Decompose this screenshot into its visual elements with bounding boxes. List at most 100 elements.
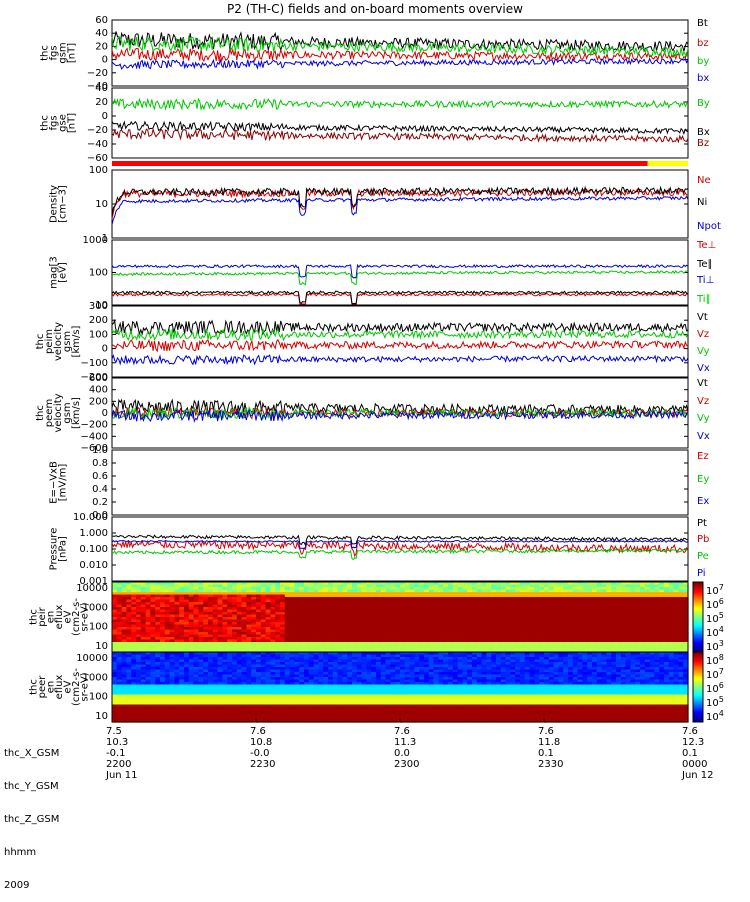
y-tick-label: −20 xyxy=(87,68,108,79)
y-axis-label: [km/s] xyxy=(71,325,82,357)
legend-label: Te⊥ xyxy=(696,240,716,251)
legend-label: Pi xyxy=(697,568,706,579)
panel-peem_velocity: 6004002000−200−400−600thcpeemvelocitygsm… xyxy=(35,373,710,454)
colorbar-tick-label: 105 xyxy=(706,611,724,625)
y-tick-label: −400 xyxy=(81,431,108,442)
legend-label: Ex xyxy=(697,496,709,507)
legend-label: Ne xyxy=(697,175,711,186)
y-axis-label: [cm−3] xyxy=(58,185,69,223)
y-tick-label: 100 xyxy=(89,165,108,176)
y-tick-label: 0.4 xyxy=(92,484,108,495)
legend-label: Vy xyxy=(697,413,710,424)
y-tick-label: 40 xyxy=(95,28,108,39)
series-line-2 xyxy=(112,549,688,559)
y-tick-label: 0.100 xyxy=(79,544,108,555)
y-tick-label: 0.010 xyxy=(79,560,108,571)
series-line-3 xyxy=(112,59,688,69)
legend-label: Bz xyxy=(697,138,709,149)
legend-label: Vx xyxy=(697,431,710,442)
series-line-1 xyxy=(112,340,688,351)
legend-label: bx xyxy=(697,73,709,84)
y-tick-label: 1.0 xyxy=(92,445,108,456)
legend-label: Vz xyxy=(697,396,709,407)
y-tick-label: 40 xyxy=(95,83,108,94)
y-tick-label: 100 xyxy=(89,268,108,279)
y-tick-label: 60 xyxy=(95,15,108,26)
y-axis-label: [nT] xyxy=(67,43,78,63)
panel-pressure: 10.0001.0000.1000.0100.001Pressure[nPa]P… xyxy=(49,512,710,587)
legend-label: Vt xyxy=(697,312,708,323)
series-line-3 xyxy=(112,355,688,364)
legend-label: Ti∥ xyxy=(696,294,711,305)
spectrogram-peir_eflux: 10000100010010thcpeirenefluxeV(cm2-s-sr-… xyxy=(29,582,724,653)
y-tick-label: 300 xyxy=(89,301,108,312)
y-axis-label: [nT] xyxy=(67,113,78,133)
legend-label: Ey xyxy=(697,474,709,485)
series-line-0 xyxy=(112,321,688,334)
legend-label: bz xyxy=(697,38,709,49)
y-tick-label: 0.6 xyxy=(92,471,108,482)
y-tick-label: 100 xyxy=(89,329,108,340)
series-line-2 xyxy=(112,197,688,225)
legend-label: Npot xyxy=(697,221,721,232)
y-tick-label: 20 xyxy=(95,41,108,52)
y-tick-label: 100 xyxy=(89,622,108,633)
y-tick-label: −40 xyxy=(87,139,108,150)
legend-label: by xyxy=(697,56,709,67)
colorbar-exponent: 3 xyxy=(719,639,724,648)
legend-label: Te∥ xyxy=(696,259,713,270)
y-tick-label: 0.2 xyxy=(92,497,108,508)
series-line-2 xyxy=(112,129,688,142)
y-tick-label: 0 xyxy=(102,55,108,66)
overview-plot: 6040200−20−40thcfgsgsm[nT]Btbzbybx40200−… xyxy=(0,0,750,800)
panel-frame xyxy=(112,450,688,515)
y-tick-label: 10.000 xyxy=(73,512,108,523)
y-tick-label: 10 xyxy=(95,199,108,210)
panel-peim_velocity: 3002001000−100−200thcpeimvelocitygsm[km/… xyxy=(35,301,710,383)
status-bar-main xyxy=(112,161,648,166)
y-tick-label: 20 xyxy=(95,97,108,108)
legend-label: Vt xyxy=(697,378,708,389)
legend-label: Bx xyxy=(697,127,710,138)
series-line-0 xyxy=(112,99,688,109)
y-tick-label: 1.000 xyxy=(79,528,108,539)
colorbar-exponent: 4 xyxy=(719,625,724,634)
y-tick-label: 600 xyxy=(89,373,108,384)
colorbar-tick-label: 106 xyxy=(706,597,724,611)
y-tick-label: 10 xyxy=(95,641,108,652)
colorbar-exponent: 5 xyxy=(719,611,724,620)
colorbar-tick-label: 107 xyxy=(706,583,724,597)
legend-label: Ti⊥ xyxy=(696,275,714,286)
y-tick-label: 0 xyxy=(102,111,108,122)
series-line-0 xyxy=(112,32,688,52)
legend-label: Ez xyxy=(697,451,709,462)
y-tick-label: 200 xyxy=(89,315,108,326)
legend-label: Bt xyxy=(697,18,708,29)
y-tick-label: 200 xyxy=(89,396,108,407)
y-tick-label: 0 xyxy=(102,408,108,419)
y-axis-label: [km/s] xyxy=(71,397,82,429)
legend-label: Pb xyxy=(697,534,709,545)
y-tick-label: 1000 xyxy=(83,235,108,246)
y-tick-label: −100 xyxy=(81,358,108,369)
legend-label: Vx xyxy=(697,363,710,374)
legend-label: Vz xyxy=(697,329,709,340)
series-line-1 xyxy=(112,541,688,556)
spectrogram-peer_eflux: 10000100010010thcpeerenefluxeV(cm2-s-sr-… xyxy=(29,652,724,723)
colorbar-tick-label: 103 xyxy=(706,639,724,653)
legend-label: Ni xyxy=(697,197,707,208)
y-tick-label: 400 xyxy=(89,385,108,396)
y-tick-label: −60 xyxy=(87,153,108,164)
colorbar-tick-label: 104 xyxy=(706,625,724,639)
y-axis-label: sr-eV) xyxy=(80,602,91,631)
y-tick-label: 0.8 xyxy=(92,458,108,469)
y-axis-label: [nPa] xyxy=(58,536,69,562)
y-axis-label: [eV] xyxy=(58,262,69,283)
colorbar-exponent: 6 xyxy=(719,597,724,606)
y-tick-label: 10000 xyxy=(76,583,108,594)
